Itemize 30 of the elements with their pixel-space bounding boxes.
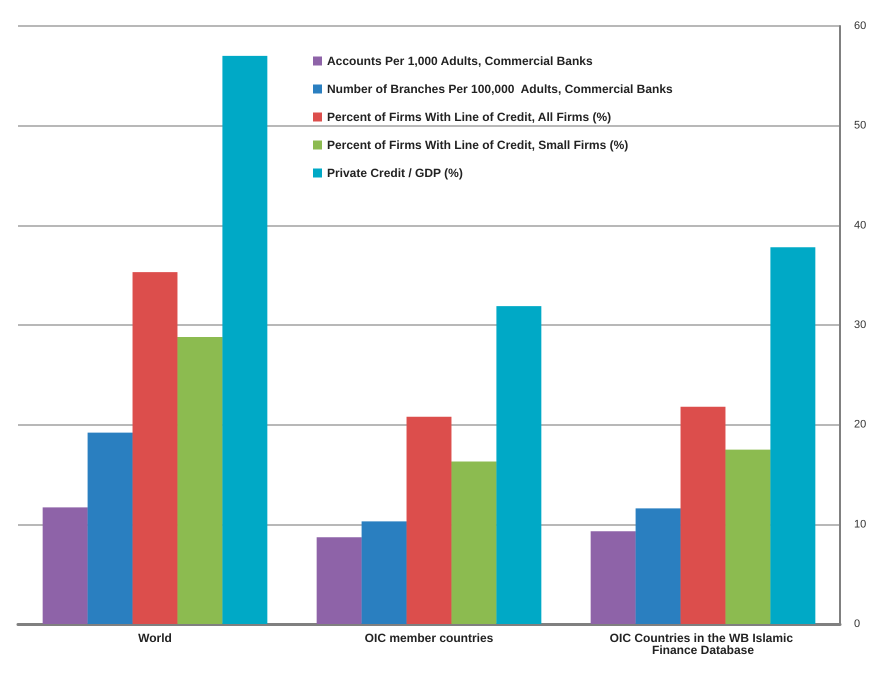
- legend-label: Percent of Firms With Line of Credit, All Firms (%): [327, 110, 612, 124]
- bar: [725, 450, 770, 624]
- bar: [451, 462, 496, 624]
- y-tick-label: 20: [854, 418, 866, 431]
- bar: [132, 272, 178, 624]
- y-tick-label: 10: [854, 518, 866, 530]
- bar: [680, 406, 726, 624]
- bar: [88, 432, 133, 624]
- y-tick-label: 50: [854, 120, 866, 132]
- bar: [362, 521, 407, 624]
- bar: [406, 416, 452, 624]
- bar: [770, 247, 816, 624]
- bar: [496, 306, 542, 624]
- x-tick-label: World: [138, 631, 172, 645]
- legend-label: Number of Branches Per 100,000 Adults, Commercial Banks: [327, 82, 674, 96]
- bar: [590, 531, 636, 624]
- y-tick-label: 0: [854, 618, 860, 630]
- bar: [316, 537, 362, 624]
- bar: [42, 507, 88, 624]
- y-tick-label: 60: [854, 20, 866, 32]
- x-tick-label: OIC Countries in the WB Islamic Finance Database: [610, 631, 796, 657]
- bar: [636, 508, 681, 624]
- bar: [222, 56, 268, 624]
- legend-label: Percent of Firms With Line of Credit, Small Firms (%): [327, 138, 628, 152]
- y-tick-label: 30: [854, 319, 866, 331]
- legend-label: Accounts Per 1,000 Adults, Commercial Banks: [327, 54, 593, 68]
- x-tick-label: OIC member countries: [364, 631, 494, 645]
- legend-label: Private Credit / GDP (%): [327, 166, 463, 180]
- y-tick-label: 40: [854, 219, 866, 232]
- bar: [177, 336, 222, 624]
